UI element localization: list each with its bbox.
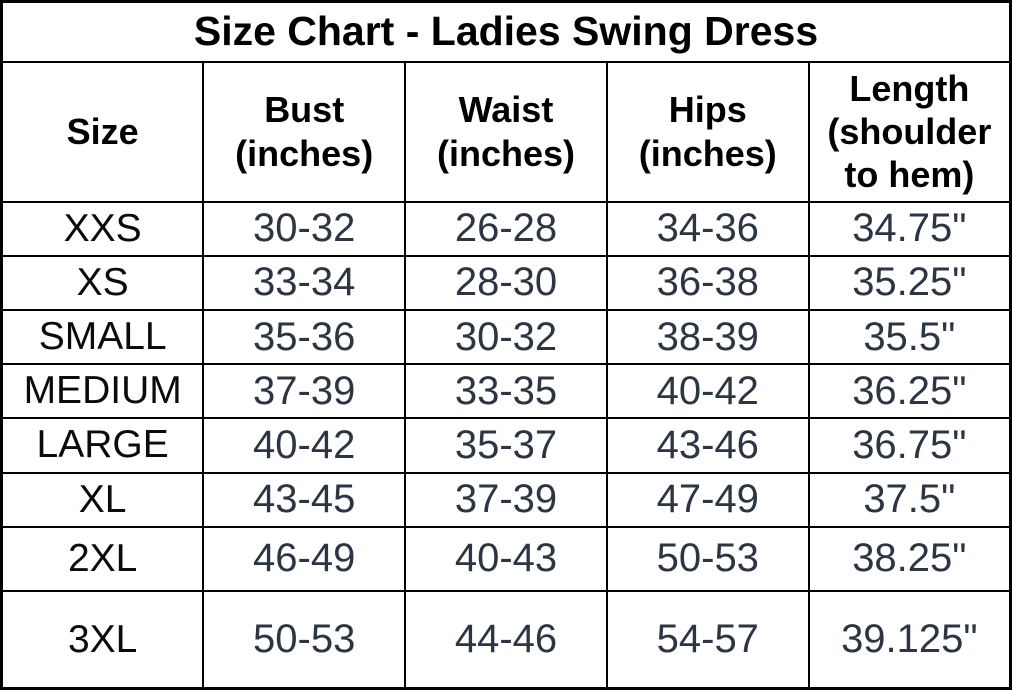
length-value: 38.25" — [807, 525, 1012, 593]
title-row: Size Chart - Ladies Swing Dress — [0, 0, 1012, 63]
hips-value: 50-53 — [605, 525, 810, 593]
bust-value: 35-36 — [202, 308, 407, 366]
hips-value: 47-49 — [605, 471, 810, 528]
size-cell: 2XL — [0, 525, 205, 593]
table-row-xl: XL 43-45 37-39 47-49 37.5" — [0, 471, 1012, 528]
waist-value: 40-43 — [404, 525, 608, 593]
bust-value: 43-45 — [202, 471, 407, 528]
bust-value: 46-49 — [202, 525, 407, 593]
table-row-small: SMALL 35-36 30-32 38-39 35.5" — [0, 308, 1012, 366]
table-row-xxs: XXS 30-32 26-28 34-36 34.75" — [0, 200, 1012, 257]
column-header-length: Length (shoulder to hem) — [807, 60, 1012, 203]
column-header-waist: Waist (inches) — [404, 60, 608, 203]
size-cell: 3XL — [0, 590, 205, 690]
length-value: 37.5" — [807, 471, 1012, 528]
waist-value: 28-30 — [404, 254, 608, 311]
size-cell: MEDIUM — [0, 363, 205, 420]
size-cell: XL — [0, 471, 205, 528]
waist-value: 33-35 — [404, 363, 608, 420]
waist-value: 26-28 — [404, 200, 608, 257]
table-row-medium: MEDIUM 37-39 33-35 40-42 36.25" — [0, 363, 1012, 420]
length-value: 34.75" — [807, 200, 1012, 257]
column-header-row: Size Bust (inches) Waist (inches) Hips (… — [0, 60, 1012, 203]
hips-value: 38-39 — [605, 308, 810, 366]
waist-value: 30-32 — [404, 308, 608, 366]
waist-value: 44-46 — [404, 590, 608, 690]
table-row-xs: XS 33-34 28-30 36-38 35.25" — [0, 254, 1012, 311]
size-cell: XXS — [0, 200, 205, 257]
hips-value: 54-57 — [605, 590, 810, 690]
size-cell: XS — [0, 254, 205, 311]
length-value: 35.25" — [807, 254, 1012, 311]
length-value: 36.75" — [807, 417, 1012, 474]
bust-value: 33-34 — [202, 254, 407, 311]
table-title: Size Chart - Ladies Swing Dress — [0, 0, 1012, 63]
bust-value: 50-53 — [202, 590, 407, 690]
length-value: 39.125" — [807, 590, 1012, 690]
hips-value: 40-42 — [605, 363, 810, 420]
waist-value: 37-39 — [404, 471, 608, 528]
bust-value: 30-32 — [202, 200, 407, 257]
hips-value: 34-36 — [605, 200, 810, 257]
length-value: 36.25" — [807, 363, 1012, 420]
bust-value: 37-39 — [202, 363, 407, 420]
table-row-large: LARGE 40-42 35-37 43-46 36.75" — [0, 417, 1012, 474]
waist-value: 35-37 — [404, 417, 608, 474]
table-row-2xl: 2XL 46-49 40-43 50-53 38.25" — [0, 525, 1012, 593]
size-cell: SMALL — [0, 308, 205, 366]
hips-value: 43-46 — [605, 417, 810, 474]
size-cell: LARGE — [0, 417, 205, 474]
length-value: 35.5" — [807, 308, 1012, 366]
column-header-size: Size — [0, 60, 205, 203]
hips-value: 36-38 — [605, 254, 810, 311]
column-header-hips: Hips (inches) — [605, 60, 810, 203]
table-row-3xl: 3XL 50-53 44-46 54-57 39.125" — [0, 590, 1012, 690]
bust-value: 40-42 — [202, 417, 407, 474]
column-header-bust: Bust (inches) — [202, 60, 407, 203]
